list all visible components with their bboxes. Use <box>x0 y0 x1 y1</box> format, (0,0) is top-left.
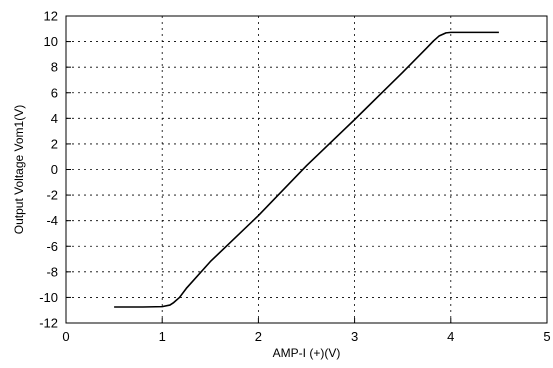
tick-marks <box>65 15 548 324</box>
series-line-1 <box>114 31 499 308</box>
y-tick-label: 6 <box>51 85 58 100</box>
y-tick-label: -4 <box>46 213 58 228</box>
y-tick-label: -2 <box>46 188 58 203</box>
x-tick-label: 0 <box>62 329 69 344</box>
grid-lines <box>66 16 547 323</box>
x-axis-title: AMP-I (+)(V) <box>273 346 341 360</box>
y-tick-label: 2 <box>51 136 58 151</box>
y-tick-label: -12 <box>39 316 58 331</box>
y-tick-label: 8 <box>51 60 58 75</box>
y-axis-title: Output Voltage Vom1(V) <box>12 105 26 234</box>
x-tick-label: 3 <box>351 329 358 344</box>
y-tick-label: 0 <box>51 162 58 177</box>
y-tick-label: -8 <box>46 264 58 279</box>
series-layer <box>114 31 499 308</box>
y-tick-label: 4 <box>51 111 58 126</box>
x-tick-label: 2 <box>255 329 262 344</box>
y-tick-labels: -12 -10 -8 -6 -4 -2 0 2 4 6 8 10 12 <box>39 9 58 331</box>
x-tick-labels: 0 1 2 3 4 5 <box>62 329 550 344</box>
y-tick-label: 10 <box>44 34 58 49</box>
x-tick-label: 1 <box>159 329 166 344</box>
y-tick-label: -10 <box>39 290 58 305</box>
y-tick-label: -6 <box>46 239 58 254</box>
x-tick-label: 4 <box>447 329 454 344</box>
y-tick-label: 12 <box>44 9 58 24</box>
x-tick-label: 5 <box>543 329 550 344</box>
